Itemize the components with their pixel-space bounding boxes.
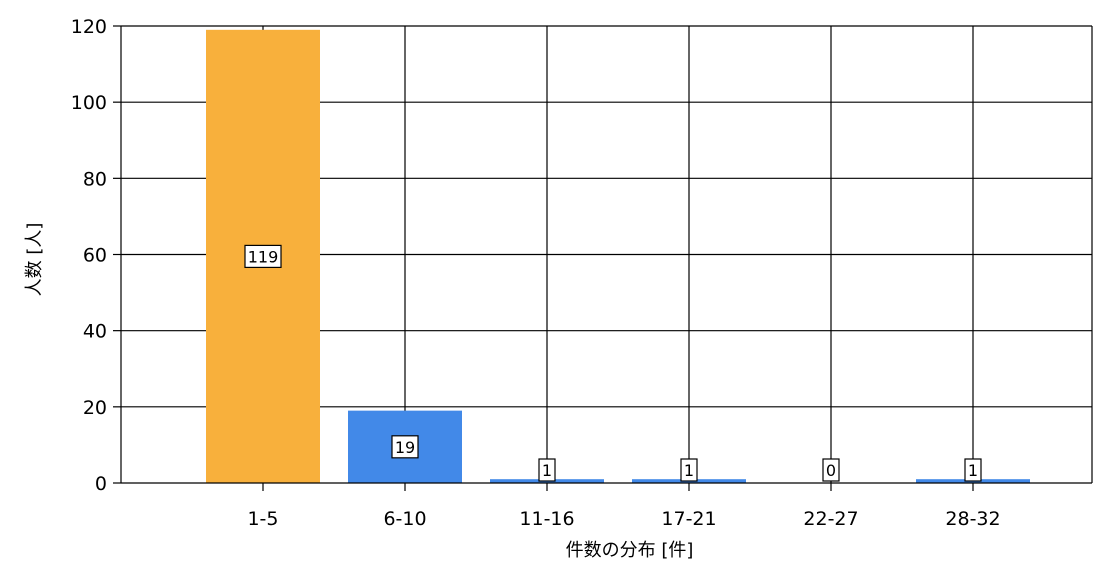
y-tick-label: 20 [83, 397, 107, 419]
data-label-text: 1 [968, 461, 978, 480]
data-label-1-5: 119 [244, 244, 282, 269]
data-label-22-27: 0 [822, 458, 840, 482]
x-tick-label: 22-27 [803, 508, 858, 530]
x-tick-label: 17-21 [661, 508, 716, 530]
axes [120, 26, 1092, 484]
x-tick-label: 1-5 [247, 508, 278, 530]
y-tick-label: 120 [71, 16, 107, 38]
data-label-text: 1 [684, 461, 694, 480]
y-tick-label: 80 [83, 168, 107, 190]
data-labels: 119 19 1 1 0 1 [244, 244, 982, 482]
data-label-box [964, 458, 982, 482]
data-label-text: 0 [826, 461, 836, 480]
y-tick-labels: 0 20 40 60 80 100 120 [71, 16, 107, 495]
bars [206, 29, 1030, 484]
x-tick-label: 11-16 [519, 508, 574, 530]
x-tick-label: 6-10 [383, 508, 426, 530]
data-label-6-10: 19 [391, 435, 419, 459]
data-label-box [538, 458, 556, 482]
y-tick-label: 100 [71, 92, 107, 114]
data-label-box [391, 435, 419, 459]
y-tick-label: 0 [95, 473, 107, 495]
data-label-text: 1 [542, 461, 552, 480]
x-tick-label: 28-32 [945, 508, 1000, 530]
data-label-box [680, 458, 698, 482]
data-label-box [244, 244, 282, 269]
data-label-text: 119 [248, 247, 279, 266]
data-label-28-32: 1 [964, 458, 982, 482]
data-label-text: 19 [395, 438, 415, 457]
y-axis-title: 人数 [人] [24, 223, 45, 297]
y-tick-label: 40 [83, 321, 107, 343]
x-tick-labels: 1-5 6-10 11-16 17-21 22-27 28-32 [247, 508, 1000, 530]
data-label-11-16: 1 [538, 458, 556, 482]
y-tick-label: 60 [83, 245, 107, 267]
data-label-17-21: 1 [680, 458, 698, 482]
x-axis-title: 件数の分布 [件] [566, 540, 694, 561]
data-label-box [822, 458, 840, 482]
